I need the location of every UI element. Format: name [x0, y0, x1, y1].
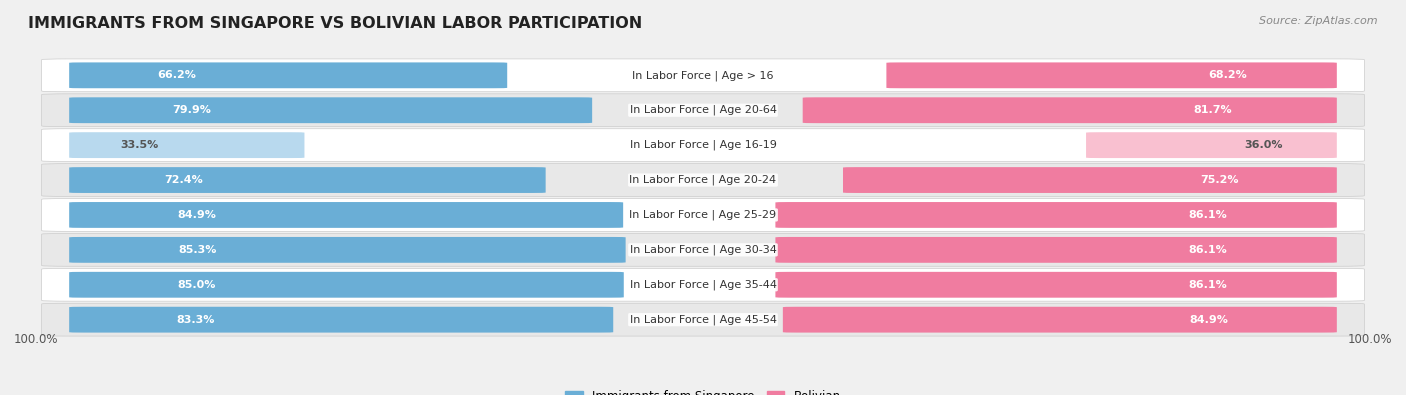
Text: 84.9%: 84.9% [177, 210, 217, 220]
FancyBboxPatch shape [42, 94, 1364, 127]
Text: 86.1%: 86.1% [1188, 210, 1227, 220]
FancyBboxPatch shape [783, 307, 1337, 333]
Text: 81.7%: 81.7% [1194, 105, 1232, 115]
Text: 100.0%: 100.0% [1347, 333, 1392, 346]
FancyBboxPatch shape [42, 303, 1364, 336]
FancyBboxPatch shape [69, 97, 592, 123]
Text: In Labor Force | Age 25-29: In Labor Force | Age 25-29 [630, 210, 776, 220]
FancyBboxPatch shape [69, 307, 613, 333]
FancyBboxPatch shape [42, 268, 1364, 301]
Text: IMMIGRANTS FROM SINGAPORE VS BOLIVIAN LABOR PARTICIPATION: IMMIGRANTS FROM SINGAPORE VS BOLIVIAN LA… [28, 16, 643, 31]
FancyBboxPatch shape [69, 132, 305, 158]
Text: 75.2%: 75.2% [1201, 175, 1239, 185]
FancyBboxPatch shape [69, 202, 623, 228]
FancyBboxPatch shape [775, 202, 1337, 228]
Text: Source: ZipAtlas.com: Source: ZipAtlas.com [1260, 16, 1378, 26]
FancyBboxPatch shape [69, 167, 546, 193]
Text: 85.3%: 85.3% [179, 245, 217, 255]
FancyBboxPatch shape [42, 164, 1364, 196]
Text: In Labor Force | Age 20-64: In Labor Force | Age 20-64 [630, 105, 776, 115]
FancyBboxPatch shape [42, 233, 1364, 266]
Text: 83.3%: 83.3% [176, 315, 214, 325]
Text: In Labor Force | Age > 16: In Labor Force | Age > 16 [633, 70, 773, 81]
Text: In Labor Force | Age 30-34: In Labor Force | Age 30-34 [630, 245, 776, 255]
FancyBboxPatch shape [886, 62, 1337, 88]
Legend: Immigrants from Singapore, Bolivian: Immigrants from Singapore, Bolivian [561, 385, 845, 395]
FancyBboxPatch shape [1085, 132, 1337, 158]
FancyBboxPatch shape [42, 129, 1364, 162]
FancyBboxPatch shape [775, 237, 1337, 263]
Text: 33.5%: 33.5% [121, 140, 159, 150]
Text: 100.0%: 100.0% [14, 333, 59, 346]
Text: 85.0%: 85.0% [177, 280, 217, 290]
Text: In Labor Force | Age 20-24: In Labor Force | Age 20-24 [630, 175, 776, 185]
FancyBboxPatch shape [69, 272, 624, 298]
Text: In Labor Force | Age 45-54: In Labor Force | Age 45-54 [630, 314, 776, 325]
Text: 86.1%: 86.1% [1188, 280, 1227, 290]
Text: 79.9%: 79.9% [172, 105, 211, 115]
FancyBboxPatch shape [42, 199, 1364, 231]
Text: 36.0%: 36.0% [1244, 140, 1282, 150]
FancyBboxPatch shape [69, 237, 626, 263]
FancyBboxPatch shape [844, 167, 1337, 193]
Text: 68.2%: 68.2% [1208, 70, 1247, 80]
FancyBboxPatch shape [69, 62, 508, 88]
Text: 84.9%: 84.9% [1189, 315, 1229, 325]
Text: 72.4%: 72.4% [163, 175, 202, 185]
FancyBboxPatch shape [42, 59, 1364, 92]
Text: 66.2%: 66.2% [157, 70, 195, 80]
FancyBboxPatch shape [803, 97, 1337, 123]
Text: 86.1%: 86.1% [1188, 245, 1227, 255]
Text: In Labor Force | Age 35-44: In Labor Force | Age 35-44 [630, 280, 776, 290]
Text: In Labor Force | Age 16-19: In Labor Force | Age 16-19 [630, 140, 776, 150]
FancyBboxPatch shape [775, 272, 1337, 298]
